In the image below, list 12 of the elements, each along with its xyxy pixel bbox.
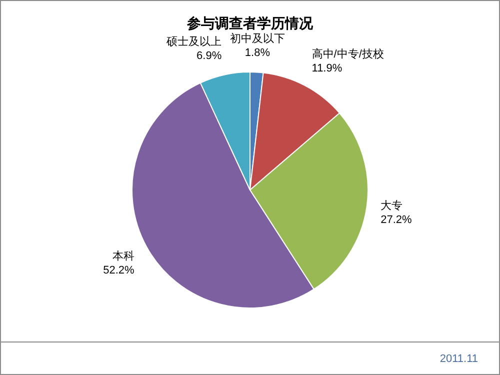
data-label: 27.2% <box>380 214 412 226</box>
text: 2011.11 <box>440 353 478 365</box>
slice-label: 高中/中专/技校 <box>312 47 384 60</box>
slice-label: 初中及以下 <box>230 32 285 46</box>
data-label: 52.2% <box>103 264 135 277</box>
data-label: 6.9% <box>196 50 222 62</box>
slice-label: 本科 <box>112 250 134 263</box>
data-label: 1.8% <box>244 47 270 60</box>
data-label: 11.9% <box>312 62 342 74</box>
slice-label: 大专 <box>380 199 403 212</box>
chart-title: 参与调查者学历情况 <box>186 15 314 31</box>
slice-label: 硕士及以上 <box>166 35 222 48</box>
